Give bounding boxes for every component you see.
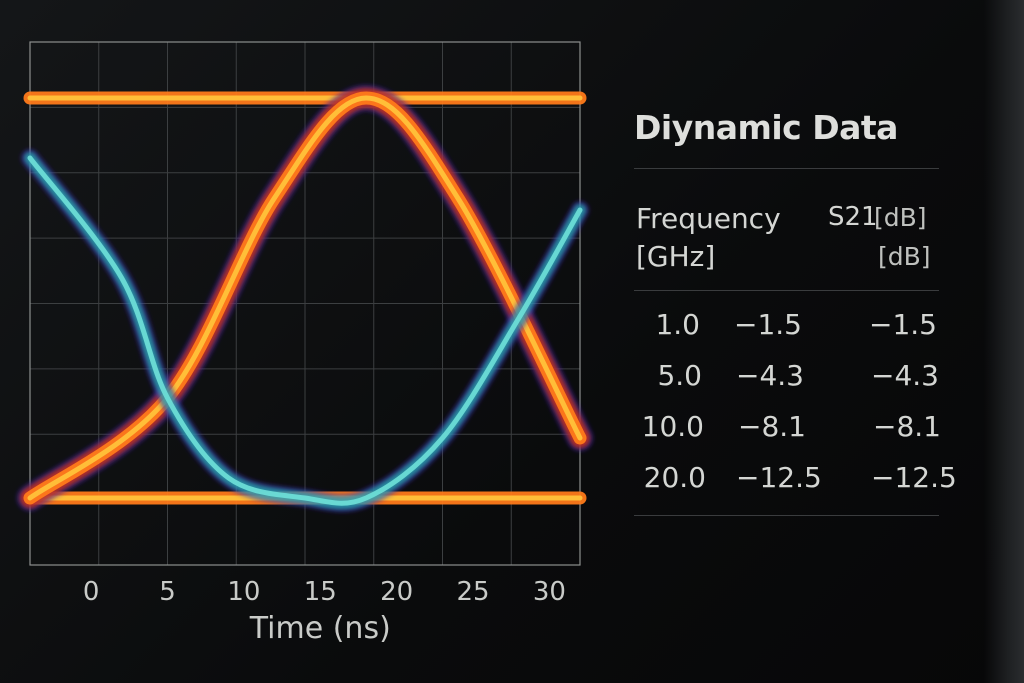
db-cell: −12.5 <box>871 461 957 494</box>
s21-header: S21 <box>828 202 878 232</box>
db-cell: −1.5 <box>869 308 937 341</box>
x-tick-label: 25 <box>457 577 490 607</box>
x-tick-label: 20 <box>380 577 413 607</box>
table-row: 10.0 −8.1 −8.1 <box>620 410 960 461</box>
frequency-cell: 20.0 <box>643 461 706 494</box>
s21-cell: −8.1 <box>738 410 806 443</box>
db-cell: −4.3 <box>871 359 939 392</box>
db-unit-header: [dB] <box>878 242 931 271</box>
monitor-bezel <box>984 0 1024 683</box>
s21-cell: −12.5 <box>736 461 822 494</box>
x-tick-label: 30 <box>533 577 566 607</box>
data-table-body: 1.0 −1.5 −1.5 5.0 −4.3 −4.3 10.0 −8.1 −8.1 20.0 −1… <box>620 308 960 512</box>
s21-cell: −1.5 <box>734 308 802 341</box>
x-tick-label: 0 <box>83 577 100 607</box>
teal-trace-3-layer-2 <box>27 155 583 506</box>
orange-trace-2-layer-3 <box>27 95 583 501</box>
x-tick-label: 10 <box>227 577 260 607</box>
dynamic-data-panel: Diynamic Data Frequency [GHz] S21 [dB] [… <box>620 90 960 530</box>
frequency-cell: 1.0 <box>655 308 700 341</box>
table-row: 5.0 −4.3 −4.3 <box>620 359 960 410</box>
title-divider <box>634 168 939 169</box>
table-bottom-divider <box>634 515 939 516</box>
x-tick-label: 15 <box>304 577 337 607</box>
table-row: 1.0 −1.5 −1.5 <box>620 308 960 359</box>
table-row: 20.0 −12.5 −12.5 <box>620 461 960 512</box>
x-axis-title: Time (ns) <box>249 611 391 646</box>
db-cell: −8.1 <box>873 410 941 443</box>
panel-title: Diynamic Data <box>634 108 898 147</box>
s21-cell: −4.3 <box>736 359 804 392</box>
frequency-cell: 5.0 <box>657 359 702 392</box>
header-divider <box>634 290 939 291</box>
plot-frame <box>29 41 581 566</box>
chart-traces <box>17 84 593 513</box>
frequency-cell: 10.0 <box>641 410 704 443</box>
s21-unit-header: [dB] <box>874 203 927 232</box>
frequency-unit-header: [GHz] <box>636 240 716 273</box>
x-axis-ticks: 0 5 10 15 20 25 30 <box>83 577 566 607</box>
x-tick-label: 5 <box>159 577 176 607</box>
frequency-header: Frequency <box>636 202 781 235</box>
